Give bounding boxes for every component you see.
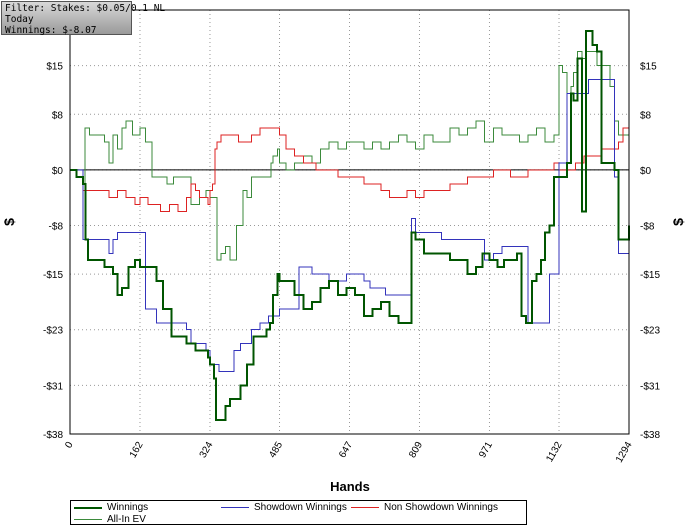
x-ticks: 0 162 324 485 647 809 971 1132 1294: [63, 440, 635, 465]
legend-item-non-showdown: Non Showdown Winnings: [351, 502, 498, 513]
x-tick-label: 324: [198, 440, 216, 460]
y-tick-label-right: $15: [640, 62, 657, 73]
y-tick-label-left: -$15: [43, 270, 63, 281]
filter-text: Filter: Stakes: $0.05/0.1 NL: [5, 3, 166, 14]
series-line-winnings: [70, 29, 630, 422]
legend-label-allin-ev: All-In EV: [107, 514, 146, 525]
legend-item-showdown: Showdown Winnings: [221, 502, 347, 513]
x-tick-label: 0: [63, 440, 76, 451]
legend-swatch-winnings: [74, 506, 102, 509]
y-tick-label-left: -$31: [43, 381, 63, 392]
y-tick-label-left: -$8: [49, 221, 64, 232]
x-tick-label: 647: [337, 440, 355, 460]
y-tick-label-right: $0: [640, 166, 652, 177]
x-tick-label: 971: [477, 440, 495, 460]
legend-label-showdown: Showdown Winnings: [254, 502, 347, 513]
legend-item-allin-ev: All-In EV: [74, 514, 146, 525]
legend: Winnings Showdown Winnings Non Showdown …: [70, 500, 527, 525]
winnings-text: Winnings: $-8.07: [5, 25, 97, 36]
period-text: Today: [5, 14, 34, 25]
y-tick-label-left: $15: [46, 62, 63, 73]
y-tick-label-right: -$31: [640, 381, 660, 392]
x-tick-label: 162: [128, 440, 146, 460]
x-tick-label: 485: [267, 440, 285, 460]
legend-swatch-non-showdown: [351, 507, 379, 508]
plot-frame: [69, 9, 630, 435]
x-axis-label: Hands: [330, 479, 370, 494]
legend-label-non-showdown: Non Showdown Winnings: [384, 502, 498, 513]
y-tick-label-left: $0: [52, 166, 64, 177]
y-tick-label-right: $8: [640, 110, 652, 121]
x-tick-label: 1132: [544, 440, 564, 465]
legend-item-winnings: Winnings: [74, 502, 148, 513]
y-ticks-right: $15 $8 $0 -$8 -$15 -$23 -$31 -$38: [640, 62, 660, 441]
y-tick-label-left: $8: [52, 110, 64, 121]
legend-label-winnings: Winnings: [107, 502, 149, 513]
series-group: [70, 29, 630, 422]
x-tick-label: 809: [407, 440, 425, 460]
y-tick-label-right: -$38: [640, 430, 660, 441]
grid-lines: [69, 10, 630, 435]
y-axis-label-right: $: [670, 218, 686, 226]
filter-info-box: Filter: Stakes: $0.05/0.1 NL Today Winni…: [1, 1, 166, 36]
y-axis-label-left: $: [1, 218, 17, 226]
y-tick-label-right: -$8: [640, 221, 655, 232]
y-tick-label-right: -$23: [640, 326, 660, 337]
y-tick-label-left: -$23: [43, 326, 63, 337]
legend-swatch-allin-ev: [74, 519, 102, 520]
legend-swatch-showdown: [221, 507, 249, 508]
series-line-showdown-winnings: [70, 79, 629, 372]
x-tick-label: 1294: [614, 440, 635, 465]
y-ticks-left: $15 $8 $0 -$8 -$15 -$23 -$31 -$38: [43, 62, 63, 441]
y-tick-label-right: -$15: [640, 270, 660, 281]
y-tick-label-left: -$38: [43, 430, 63, 441]
series-line-all-in-ev: [70, 51, 630, 261]
series-line-non-showdown-winnings: [70, 127, 630, 213]
